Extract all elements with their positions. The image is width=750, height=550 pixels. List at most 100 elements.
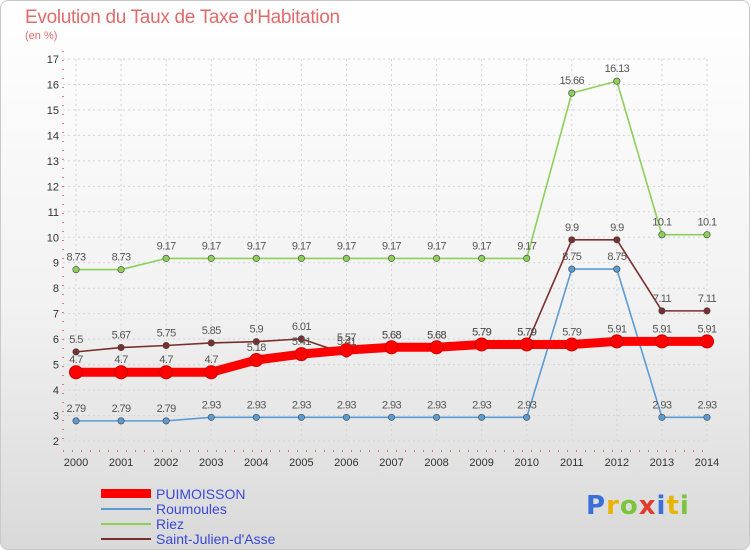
data-label: 5.41 xyxy=(292,336,311,348)
data-label: 15.66 xyxy=(560,75,585,87)
data-label: 8.75 xyxy=(562,251,581,263)
chart-title: Evolution du Taux de Taxe d'Habitation xyxy=(25,7,340,28)
x-tick-label: 2014 xyxy=(695,457,719,469)
data-point xyxy=(162,254,170,262)
x-tick-label: 2007 xyxy=(379,457,403,469)
data-point xyxy=(69,365,83,380)
data-label: 2.93 xyxy=(517,399,536,411)
data-label: 2.93 xyxy=(292,399,311,411)
data-point xyxy=(249,353,264,368)
data-label: 5.68 xyxy=(382,329,401,341)
data-label: 5.75 xyxy=(157,328,176,340)
data-point xyxy=(564,337,579,352)
x-tick-label: 2010 xyxy=(514,457,538,469)
data-label: 9.17 xyxy=(157,240,176,252)
y-tick-label: 3 xyxy=(53,411,59,423)
data-point xyxy=(613,265,621,273)
data-label: 9.17 xyxy=(517,240,536,252)
data-label: 4.7 xyxy=(69,354,83,366)
proxiti-logo: Proxiti xyxy=(586,491,690,521)
data-point xyxy=(609,334,624,349)
data-point xyxy=(613,77,621,85)
logo-letter: P xyxy=(586,491,607,521)
data-label: 16.13 xyxy=(605,63,630,75)
y-tick-label: 10 xyxy=(47,232,59,244)
data-point xyxy=(207,254,215,262)
data-point xyxy=(207,339,215,347)
data-point xyxy=(658,413,666,421)
data-point xyxy=(478,413,486,421)
legend-swatch xyxy=(101,523,151,525)
legend-label: Saint-Julien-d'Asse xyxy=(156,531,276,547)
x-tick-label: 2004 xyxy=(244,457,268,469)
x-tick-label: 2006 xyxy=(334,457,358,469)
y-tick-label: 8 xyxy=(53,283,59,295)
x-tick-label: 2001 xyxy=(109,457,133,469)
data-point xyxy=(72,348,80,356)
data-label: 9.9 xyxy=(565,222,579,234)
x-tick-label: 2002 xyxy=(154,457,178,469)
data-point xyxy=(252,254,260,262)
data-label: 9.17 xyxy=(292,240,311,252)
data-label: 7.11 xyxy=(698,293,717,305)
data-point xyxy=(433,254,441,262)
data-point xyxy=(252,338,260,346)
data-label: 5.68 xyxy=(427,329,446,341)
data-label: 6.01 xyxy=(292,321,311,333)
x-tick-label: 2009 xyxy=(469,457,493,469)
legend-swatch xyxy=(101,538,151,540)
data-label: 9.17 xyxy=(472,240,491,252)
data-label: 2.79 xyxy=(66,403,85,415)
x-tick-label: 2012 xyxy=(605,457,629,469)
legend-label: Roumoules xyxy=(156,501,227,517)
logo-letter: r xyxy=(606,491,620,521)
y-tick-label: 7 xyxy=(53,309,59,321)
x-tick-label: 2008 xyxy=(424,457,448,469)
data-label: 9.17 xyxy=(382,240,401,252)
data-point xyxy=(700,334,714,349)
data-point xyxy=(339,343,354,358)
legend-swatch xyxy=(101,508,151,510)
data-point xyxy=(568,89,576,97)
data-point xyxy=(297,335,305,343)
y-tick-label: 15 xyxy=(47,105,59,117)
logo-letter: i xyxy=(656,491,667,521)
data-point xyxy=(429,340,444,355)
data-point xyxy=(568,265,576,273)
legend-swatch xyxy=(101,489,151,498)
data-label: 2.93 xyxy=(427,399,446,411)
chart-subtitle: (en %) xyxy=(25,30,58,42)
data-point xyxy=(568,236,576,244)
data-point xyxy=(478,254,486,262)
legend-label: Riez xyxy=(156,516,185,532)
data-point xyxy=(117,344,125,352)
data-label: 2.93 xyxy=(697,399,716,411)
data-label: 8.75 xyxy=(607,251,626,263)
data-point xyxy=(252,413,260,421)
data-point xyxy=(72,417,80,425)
data-point xyxy=(297,413,305,421)
logo-letter: o xyxy=(619,491,639,521)
data-point xyxy=(117,266,125,274)
data-label: 2.93 xyxy=(337,399,356,411)
data-label: 4.7 xyxy=(114,354,128,366)
data-point xyxy=(294,347,309,362)
data-point xyxy=(703,413,711,421)
data-point xyxy=(654,334,669,349)
data-point xyxy=(204,365,219,380)
x-tick-label: 2000 xyxy=(64,457,88,469)
data-label: 5.91 xyxy=(697,323,716,335)
data-label: 8.73 xyxy=(66,252,85,264)
data-label: 5.91 xyxy=(607,323,626,335)
y-tick-label: 14 xyxy=(47,130,59,142)
logo-letter: t xyxy=(666,491,680,521)
data-label: 5.79 xyxy=(517,326,536,338)
data-point xyxy=(519,337,534,352)
data-label: 5.79 xyxy=(472,326,491,338)
data-label: 2.79 xyxy=(157,403,176,415)
data-point xyxy=(207,413,215,421)
data-label: 5.68 xyxy=(382,329,401,341)
data-point xyxy=(384,340,399,355)
logo-letter: x xyxy=(638,491,657,521)
